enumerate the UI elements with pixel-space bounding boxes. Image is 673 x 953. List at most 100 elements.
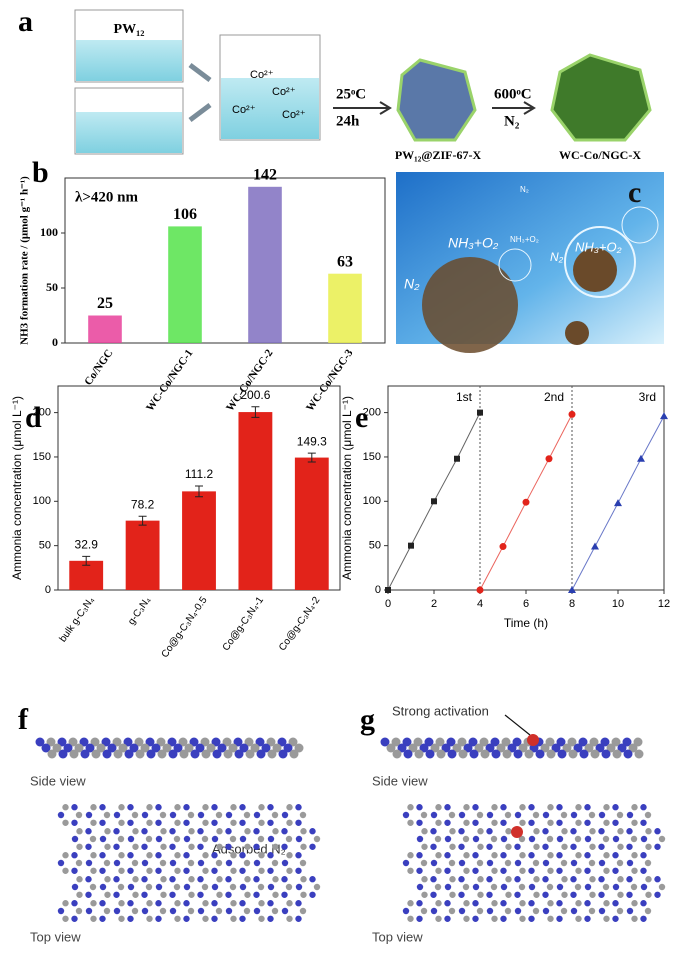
- atom: [532, 859, 540, 867]
- atom: [452, 743, 462, 753]
- view-label: Side view: [372, 773, 428, 788]
- atom: [253, 811, 261, 819]
- atom: [267, 867, 274, 874]
- atom: [606, 743, 616, 753]
- atom: [472, 867, 479, 874]
- atom: [421, 891, 428, 898]
- atom: [211, 915, 218, 922]
- atom: [99, 867, 106, 874]
- atom: [640, 835, 648, 843]
- y-tick-label: 0: [375, 584, 381, 596]
- atom: [623, 749, 633, 759]
- point: [476, 586, 484, 594]
- atom: [169, 876, 176, 883]
- atom: [200, 737, 210, 747]
- atom: [435, 915, 442, 922]
- atom: [118, 804, 125, 811]
- atom: [598, 876, 605, 883]
- atom: [113, 811, 121, 819]
- atom: [63, 743, 73, 753]
- atom: [243, 907, 251, 915]
- ion: Co²⁺: [282, 109, 306, 121]
- atom: [239, 819, 246, 826]
- atom: [402, 811, 410, 819]
- atom: [407, 819, 414, 826]
- atom: [575, 852, 582, 859]
- atom: [490, 737, 500, 747]
- atom: [386, 743, 396, 753]
- atom: [99, 804, 106, 811]
- atom: [463, 743, 473, 753]
- atom: [281, 828, 288, 835]
- atom: [300, 876, 307, 883]
- atom: [188, 891, 195, 898]
- atom: [103, 907, 111, 915]
- atom: [160, 891, 167, 898]
- atom: [588, 859, 596, 867]
- atom: [612, 749, 622, 759]
- atom: [584, 883, 592, 891]
- atom: [90, 819, 97, 826]
- atom: [57, 907, 65, 915]
- atom: [294, 743, 304, 753]
- atom: [201, 749, 211, 759]
- atom: [545, 737, 555, 747]
- atom: [463, 852, 470, 859]
- panel-label: b: [32, 156, 49, 189]
- atom: [486, 876, 493, 883]
- atom: [626, 891, 633, 898]
- atom: [631, 852, 638, 859]
- atom: [430, 876, 437, 883]
- atom: [589, 891, 596, 898]
- atom: [285, 835, 293, 843]
- atom: [131, 907, 139, 915]
- atom: [568, 749, 578, 759]
- atom: [286, 867, 293, 874]
- atom: [421, 843, 428, 850]
- atom: [201, 835, 209, 843]
- atom: [267, 749, 277, 759]
- atom: [561, 843, 568, 850]
- atom: [598, 828, 605, 835]
- atom: [286, 819, 293, 826]
- atom: [575, 867, 582, 874]
- atom: [228, 743, 238, 753]
- atom: [239, 867, 246, 874]
- atom: [117, 883, 125, 891]
- atom: [141, 876, 148, 883]
- value-label: 142: [253, 166, 277, 183]
- atom: [584, 743, 594, 753]
- atom: [174, 900, 181, 907]
- value-label: 78.2: [131, 497, 155, 511]
- atom: [528, 852, 535, 859]
- atom: [645, 876, 652, 883]
- atom: [444, 804, 451, 811]
- atom: [71, 804, 78, 811]
- atom: [640, 819, 647, 826]
- atom: [589, 828, 596, 835]
- atom: [542, 876, 549, 883]
- atom: [244, 891, 251, 898]
- co-atom: [527, 734, 539, 746]
- atom: [299, 859, 307, 867]
- atom: [230, 804, 237, 811]
- atom: [518, 835, 526, 843]
- atom: [159, 811, 167, 819]
- x-tick-label: 4: [477, 598, 483, 610]
- atom: [135, 749, 145, 759]
- atom: [169, 907, 177, 915]
- atom: [285, 883, 293, 891]
- atom: [258, 867, 265, 874]
- atom: [113, 828, 120, 835]
- atom: [91, 749, 101, 759]
- atom: [556, 900, 563, 907]
- atom: [532, 811, 540, 819]
- error-bar: [138, 515, 147, 526]
- atom: [283, 743, 293, 753]
- atom: [225, 843, 232, 850]
- annotation: λ>420 nm: [75, 189, 139, 205]
- atom: [514, 876, 521, 883]
- atom: [458, 749, 468, 759]
- condition: 24h: [336, 113, 360, 129]
- value-label: 149.3: [297, 434, 327, 448]
